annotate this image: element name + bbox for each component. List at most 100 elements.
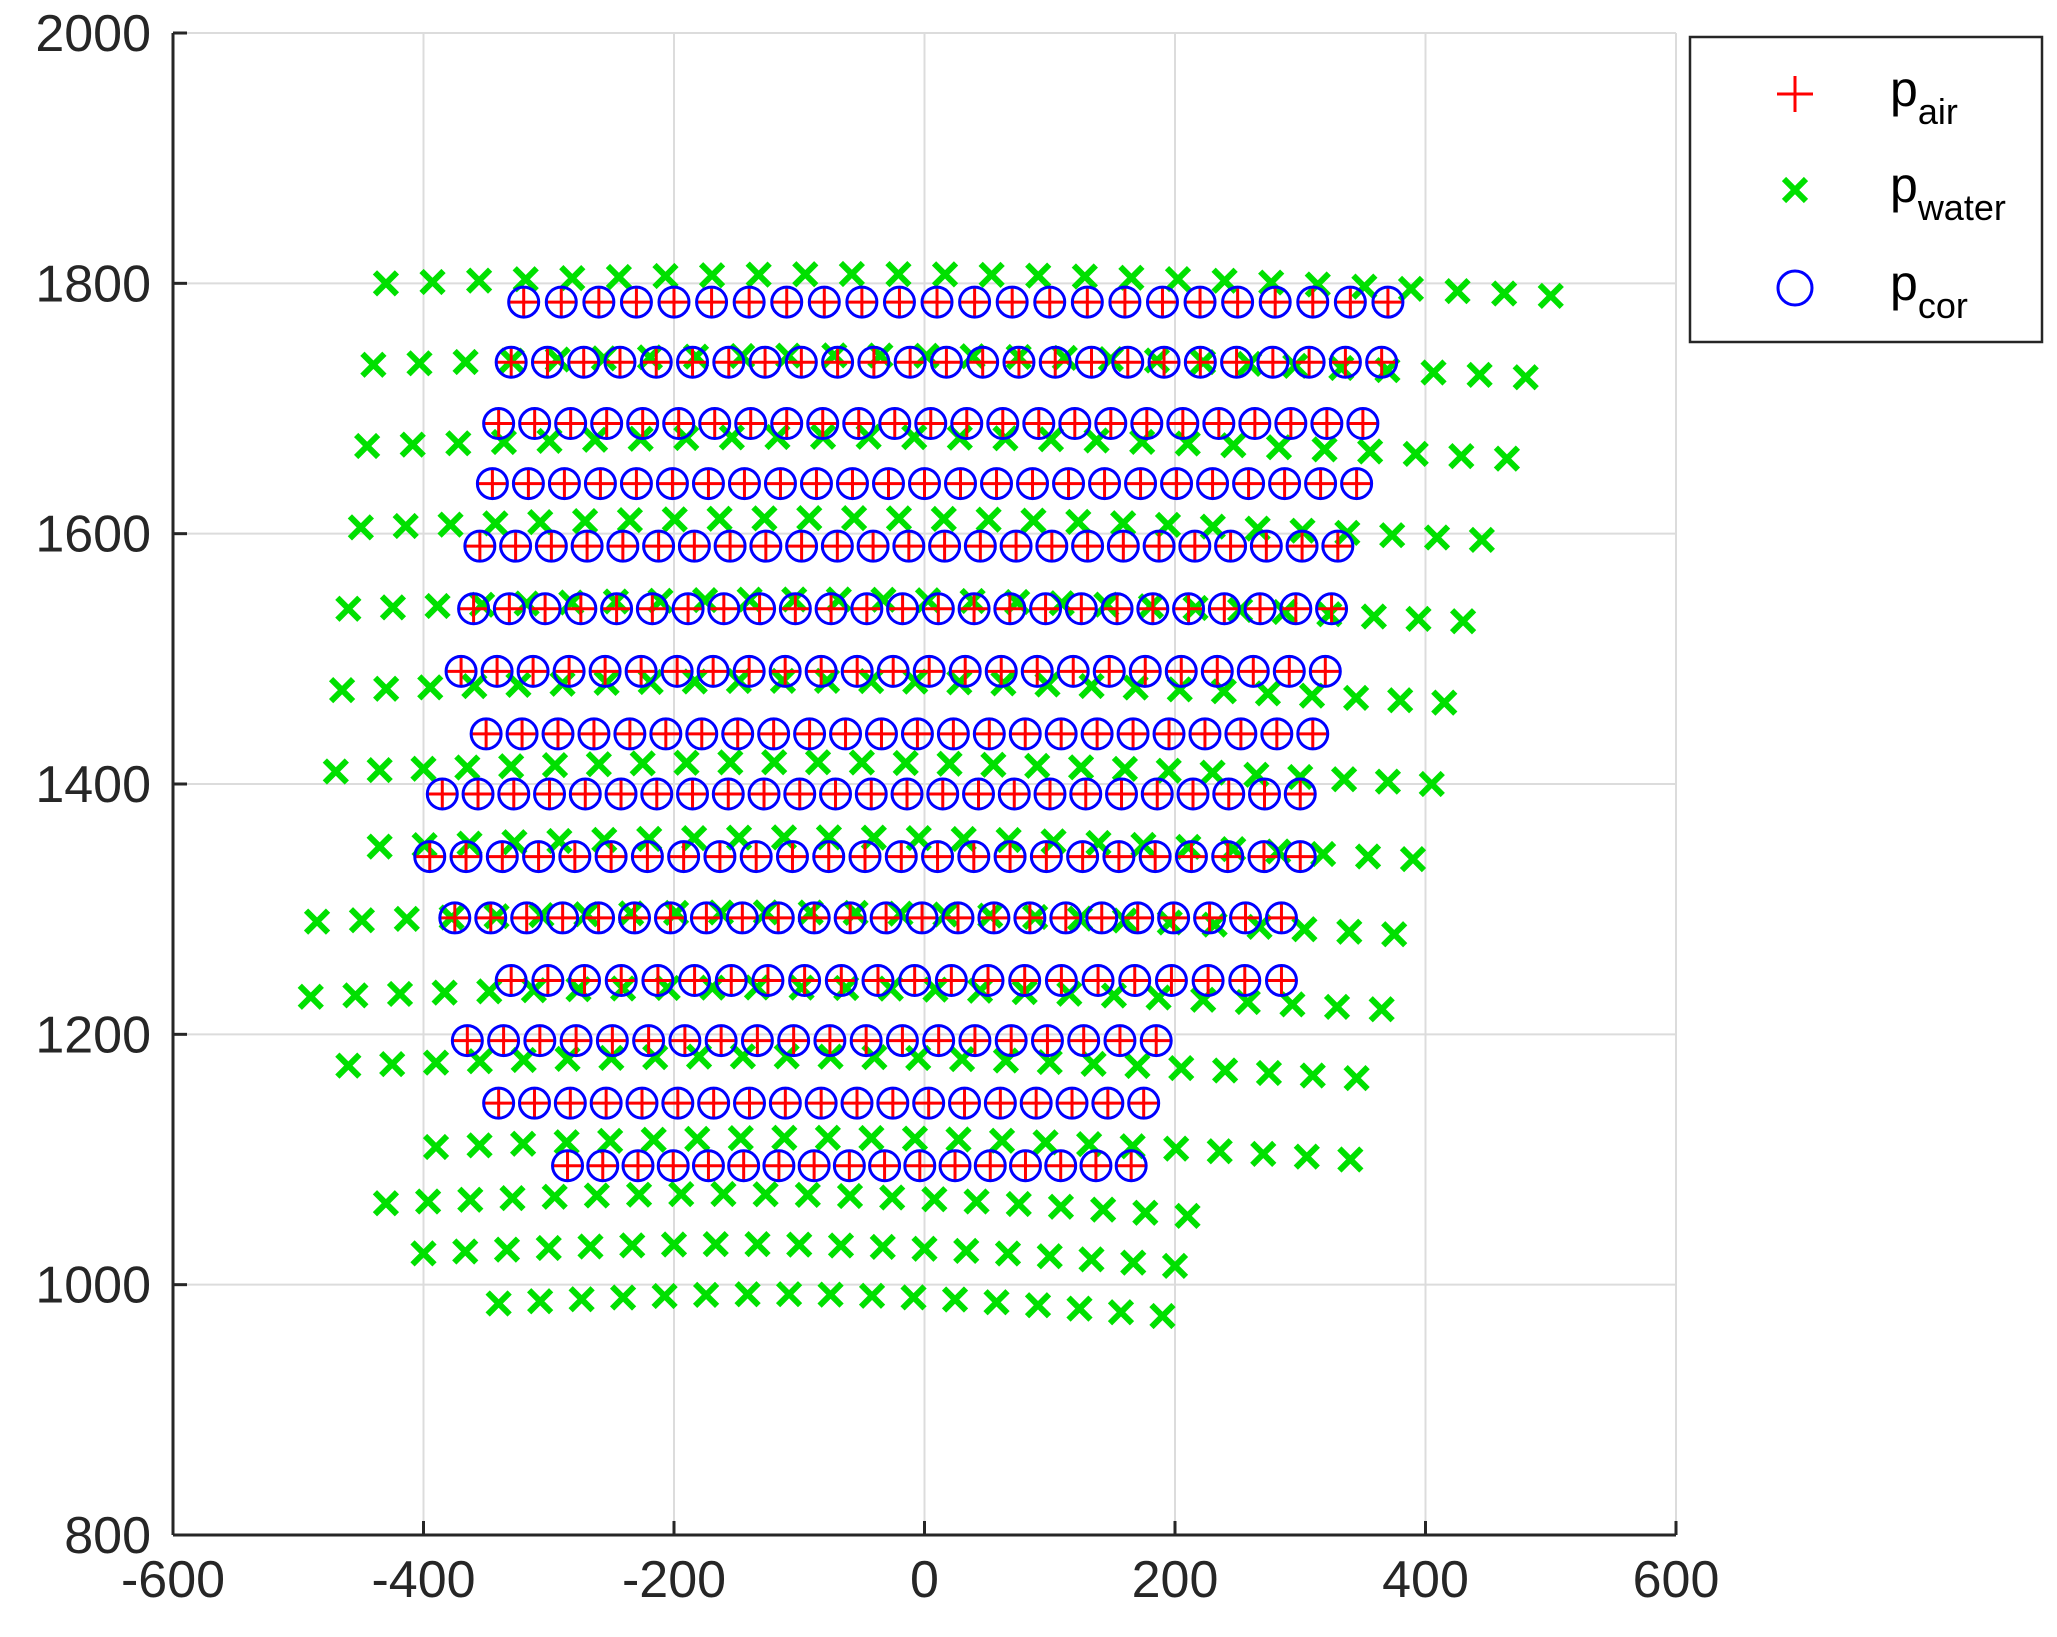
air-point	[809, 287, 840, 318]
water-point	[335, 1052, 362, 1079]
cor-point	[1212, 777, 1246, 811]
air-point	[770, 656, 801, 687]
air-point	[621, 468, 652, 499]
air-point	[1104, 1025, 1135, 1056]
water-point	[1145, 984, 1172, 1011]
water-point	[1293, 1143, 1320, 1170]
water-point	[1111, 907, 1139, 934]
cor-point	[1103, 1024, 1137, 1058]
air-point	[907, 902, 938, 933]
cor-point	[1033, 777, 1067, 811]
air-point	[657, 468, 688, 499]
cor-point	[589, 1086, 623, 1120]
air-point	[1067, 841, 1098, 872]
cor-point	[480, 654, 514, 688]
water-point	[1343, 1065, 1370, 1092]
cor-point	[1008, 964, 1042, 998]
cor-point	[582, 901, 616, 935]
cor-point	[1249, 529, 1283, 563]
air-point	[627, 408, 658, 439]
air-point	[807, 408, 838, 439]
cor-point	[660, 654, 694, 688]
water-point	[541, 752, 569, 779]
air-point	[806, 1088, 837, 1119]
air-point	[662, 656, 693, 687]
water-point	[1078, 672, 1105, 700]
cor-point	[1056, 654, 1090, 688]
cor-point	[1371, 285, 1405, 319]
cor-point	[1315, 592, 1349, 626]
x-tick-label: 600	[1633, 1551, 1720, 1609]
air-point	[1046, 965, 1077, 996]
x-tick-label: 200	[1132, 1551, 1219, 1609]
cor-point	[1029, 592, 1063, 626]
cor-point	[1274, 407, 1308, 441]
cor-point	[973, 1149, 1007, 1183]
cor-point	[1333, 285, 1367, 319]
cor-point	[463, 529, 497, 563]
air-point	[1257, 347, 1288, 378]
air-point	[1167, 408, 1198, 439]
air-point	[922, 841, 953, 872]
cor-point	[1080, 717, 1114, 751]
air-point	[1185, 287, 1216, 318]
air-point	[1203, 408, 1234, 439]
cor-point	[667, 840, 701, 874]
air-point	[741, 841, 772, 872]
cor-point	[1193, 901, 1227, 935]
air-point	[978, 902, 1009, 933]
cor-point	[763, 467, 797, 501]
water-point	[1020, 507, 1047, 534]
cor-point	[541, 717, 575, 751]
air-point	[570, 779, 601, 810]
air-point	[1294, 347, 1325, 378]
water-point	[1163, 1135, 1190, 1162]
air-point	[1280, 593, 1311, 624]
x-tick-label: -200	[622, 1551, 726, 1609]
air-point	[663, 408, 694, 439]
water-point	[744, 1231, 771, 1258]
air-point	[902, 718, 933, 749]
water-point	[1311, 436, 1338, 463]
air-point	[621, 287, 652, 318]
cor-point	[793, 717, 827, 751]
air-point	[1274, 656, 1305, 687]
air-point	[1176, 841, 1207, 872]
air-point	[929, 531, 960, 562]
water-point	[717, 749, 744, 776]
cor-point	[630, 840, 664, 874]
water-point	[1399, 845, 1427, 873]
water-point	[410, 1240, 437, 1267]
water-point	[681, 825, 708, 852]
water-point	[593, 669, 620, 696]
water-point	[994, 1240, 1022, 1267]
air-point	[1137, 593, 1168, 624]
legend-label-air: pair	[1890, 61, 1958, 132]
water-point	[652, 262, 679, 290]
cor-point	[507, 285, 541, 319]
air-point	[1102, 593, 1133, 624]
water-point	[673, 749, 700, 776]
cor-point	[1008, 717, 1042, 751]
air-point	[1023, 408, 1054, 439]
cor-point	[546, 901, 580, 935]
water-point	[931, 261, 959, 288]
water-point	[860, 824, 887, 851]
air-point	[1209, 593, 1240, 624]
water-point	[855, 423, 882, 450]
water-point	[827, 1232, 855, 1259]
cor-point	[1105, 777, 1139, 811]
water-point	[817, 1281, 844, 1308]
air-point	[524, 1025, 555, 1056]
water-point	[710, 1180, 737, 1208]
air-point	[706, 1025, 737, 1056]
air-point	[1141, 1025, 1172, 1056]
air-point	[949, 1088, 980, 1119]
cor-point	[678, 964, 712, 998]
cor-point	[785, 529, 819, 563]
water-point	[842, 899, 869, 927]
air-point	[994, 593, 1025, 624]
cor-point	[783, 777, 817, 811]
air-point	[780, 593, 811, 624]
air-point	[801, 468, 832, 499]
